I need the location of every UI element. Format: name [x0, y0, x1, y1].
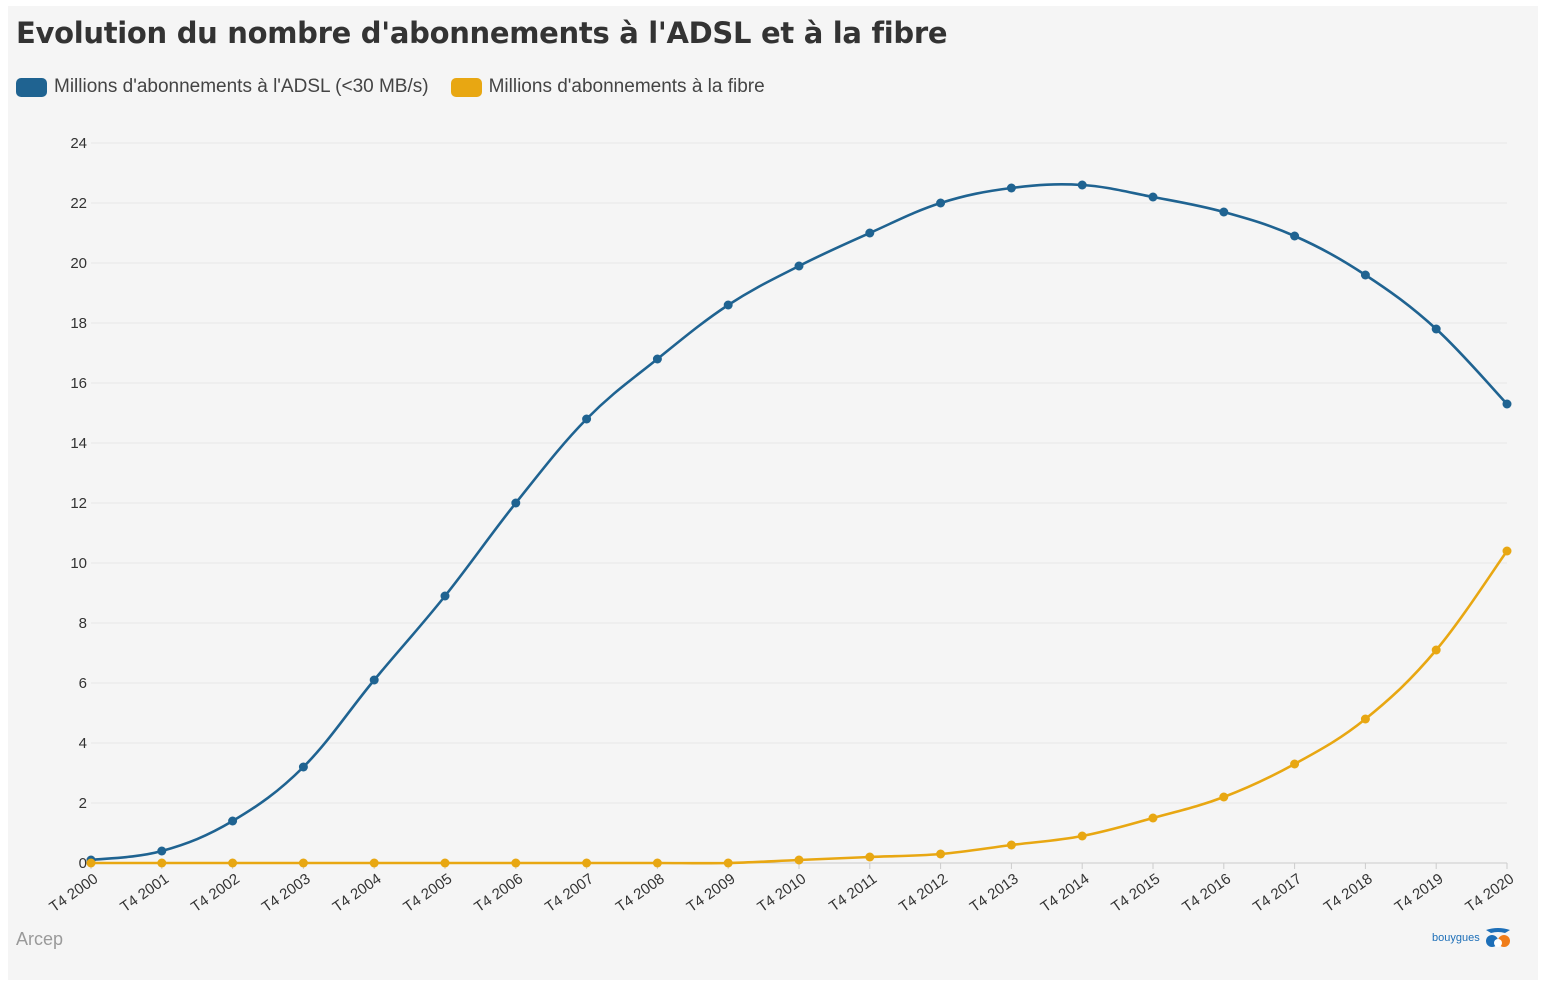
legend: Millions d'abonnements à l'ADSL (<30 MB/… — [16, 76, 787, 98]
logo-text: bouygues — [1432, 932, 1480, 944]
legend-label-fibre: Millions d'abonnements à la fibre — [488, 76, 765, 97]
x-tick-label: T4 2001 — [117, 870, 172, 915]
chart-card — [8, 6, 1538, 980]
x-tick-label: T4 2009 — [684, 870, 739, 915]
x-tick-label: T4 2008 — [613, 870, 668, 915]
data-point-0-16[interactable] — [1219, 207, 1229, 217]
data-point-1-1[interactable] — [157, 858, 167, 868]
data-point-0-8[interactable] — [652, 354, 662, 364]
x-tick-label: T4 2013 — [967, 870, 1022, 915]
y-tick-label: 20 — [70, 255, 87, 272]
bouygues-logo[interactable]: bouygues — [1432, 924, 1513, 952]
data-point-0-20[interactable] — [1502, 399, 1512, 409]
y-tick-label: 14 — [70, 435, 87, 452]
series-line-1 — [91, 550, 1509, 865]
y-tick-label: 16 — [70, 375, 87, 392]
x-tick-label: T4 2003 — [259, 870, 314, 915]
legend-label-adsl: Millions d'abonnements à l'ADSL (<30 MB/… — [54, 76, 429, 97]
y-tick-label: 2 — [79, 795, 87, 812]
bouygues-logo-icon — [1485, 928, 1510, 947]
data-point-0-10[interactable] — [794, 261, 804, 271]
y-tick-label: 4 — [79, 735, 87, 752]
series-line-0 — [90, 183, 1508, 862]
data-point-1-0[interactable] — [86, 858, 96, 868]
y-tick-label: 12 — [70, 495, 87, 512]
x-tick-label: T4 2015 — [1108, 870, 1163, 915]
gridlines — [91, 142, 1507, 864]
chart-title: Evolution du nombre d'abonnements à l'AD… — [16, 16, 948, 50]
x-tick-label: T4 2010 — [754, 870, 809, 915]
x-tick-label: T4 2017 — [1250, 870, 1305, 915]
legend-item-fibre[interactable]: Millions d'abonnements à la fibre — [450, 76, 765, 98]
data-point-0-18[interactable] — [1360, 270, 1370, 280]
x-tick-label: T4 2007 — [542, 870, 597, 915]
data-point-1-11[interactable] — [865, 852, 875, 862]
data-point-0-2[interactable] — [228, 816, 238, 826]
data-point-1-9[interactable] — [723, 858, 733, 868]
x-tick-label: T4 2000 — [46, 870, 101, 915]
y-tick-label: 24 — [70, 135, 87, 152]
x-tick-label: T4 2018 — [1321, 870, 1376, 915]
legend-swatch-fibre — [450, 77, 482, 97]
data-point-1-12[interactable] — [936, 849, 946, 859]
data-point-0-7[interactable] — [582, 414, 592, 424]
data-point-0-19[interactable] — [1431, 324, 1441, 334]
data-point-0-14[interactable] — [1077, 180, 1087, 190]
x-tick-label: T4 2004 — [330, 870, 385, 915]
data-point-1-8[interactable] — [652, 858, 662, 868]
data-point-1-13[interactable] — [1006, 840, 1016, 850]
x-tick-label: T4 2020 — [1462, 870, 1517, 915]
x-tick-label: T4 2002 — [188, 870, 243, 915]
x-tick-label: T4 2019 — [1392, 870, 1447, 915]
data-point-1-10[interactable] — [794, 855, 804, 865]
data-point-0-1[interactable] — [157, 846, 167, 856]
data-point-1-6[interactable] — [511, 858, 521, 868]
data-point-0-6[interactable] — [511, 498, 521, 508]
data-point-1-14[interactable] — [1077, 831, 1087, 841]
data-point-0-5[interactable] — [440, 591, 450, 601]
data-point-0-13[interactable] — [1006, 183, 1016, 193]
x-axis-ticks: T4 2000 T4 2001 T4 2002 T4 2003 T4 2004 T4 20… — [46, 863, 1517, 915]
data-point-1-5[interactable] — [440, 858, 450, 868]
y-tick-label: 6 — [79, 675, 87, 692]
data-point-1-15[interactable] — [1148, 813, 1158, 823]
data-point-0-17[interactable] — [1290, 231, 1300, 241]
data-point-1-3[interactable] — [298, 858, 308, 868]
x-tick-label: T4 2012 — [896, 870, 951, 915]
y-tick-label: 0 — [79, 855, 87, 872]
series-points — [86, 180, 1512, 868]
data-point-1-17[interactable] — [1290, 759, 1300, 769]
data-point-0-12[interactable] — [936, 198, 946, 208]
y-tick-label: 10 — [70, 555, 87, 572]
data-point-1-4[interactable] — [369, 858, 379, 868]
data-point-1-2[interactable] — [228, 858, 238, 868]
legend-item-adsl[interactable]: Millions d'abonnements à l'ADSL (<30 MB/… — [16, 76, 429, 98]
data-point-0-3[interactable] — [298, 762, 308, 772]
y-tick-label: 18 — [70, 315, 87, 332]
data-point-0-4[interactable] — [369, 675, 379, 685]
x-tick-label: T4 2014 — [1038, 870, 1093, 915]
x-tick-label: T4 2011 — [826, 870, 880, 915]
x-tick-label: T4 2005 — [400, 870, 455, 915]
data-point-0-15[interactable] — [1148, 192, 1158, 202]
data-point-1-18[interactable] — [1360, 714, 1370, 724]
x-tick-label: T4 2006 — [471, 870, 526, 915]
data-point-1-20[interactable] — [1502, 546, 1512, 556]
y-tick-label: 8 — [79, 615, 87, 632]
x-tick-label: T4 2016 — [1179, 870, 1234, 915]
y-tick-label: 22 — [70, 195, 87, 212]
data-point-1-19[interactable] — [1431, 645, 1441, 655]
data-point-0-11[interactable] — [865, 228, 875, 238]
source-credit: Arcep — [16, 929, 64, 949]
data-point-0-9[interactable] — [723, 300, 733, 310]
data-point-1-7[interactable] — [582, 858, 592, 868]
data-point-1-16[interactable] — [1219, 792, 1229, 802]
legend-swatch-adsl — [16, 77, 47, 97]
